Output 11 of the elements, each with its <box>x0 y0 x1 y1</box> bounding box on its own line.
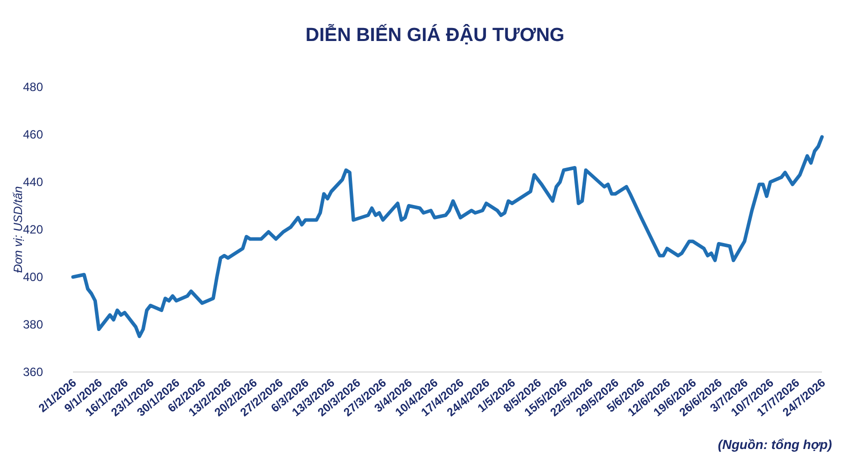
y-axis-title: Đơn vị: USD/tấn <box>11 186 25 273</box>
y-tick-label: 480 <box>22 80 44 94</box>
y-tick-label: 440 <box>22 175 44 189</box>
y-tick-label: 380 <box>22 318 44 332</box>
line-series <box>71 135 824 338</box>
y-tick-label: 400 <box>22 270 44 284</box>
y-tick-label: 420 <box>22 222 44 236</box>
chart-title: DIỄN BIẾN GIÁ ĐẬU TƯƠNG <box>306 23 564 46</box>
y-tick-label: 360 <box>22 365 44 379</box>
text: (Nguồn: tổng hợp) <box>718 437 832 452</box>
y-tick-label: 460 <box>22 128 44 142</box>
